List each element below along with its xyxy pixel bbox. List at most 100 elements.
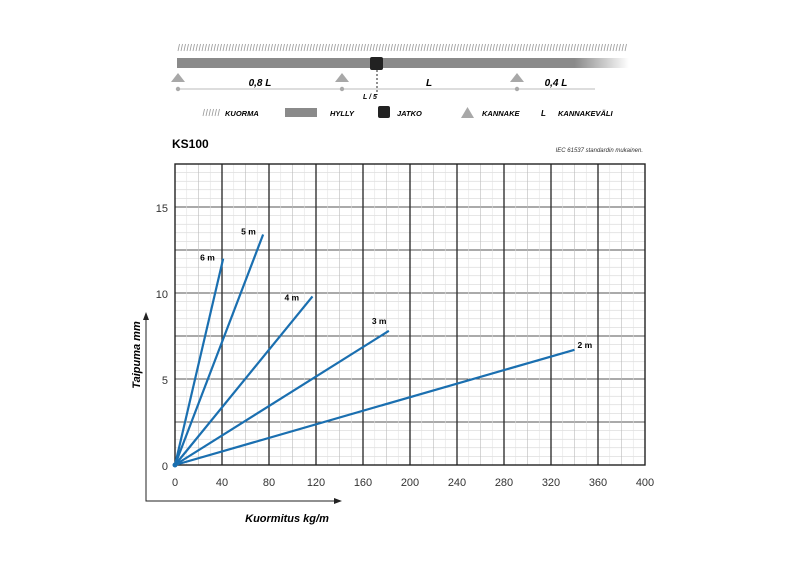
load-hatch-mark [204, 43, 207, 52]
legend-label: JATKO [397, 109, 422, 118]
load-hatch-mark [507, 43, 510, 52]
load-hatch-mark [501, 43, 504, 52]
load-hatch-mark [504, 43, 507, 52]
load-hatch-mark [318, 43, 321, 52]
span-node [175, 86, 181, 92]
series-line-6m [173, 258, 225, 466]
load-hatch-mark [321, 43, 324, 52]
x-tick-label: 160 [354, 477, 372, 489]
load-hatch-mark [282, 43, 285, 52]
load-hatch-mark [348, 43, 351, 52]
load-hatch-mark [573, 43, 576, 52]
load-hatch-mark [324, 43, 327, 52]
load-hatch-mark [546, 43, 549, 52]
shelf-bar [177, 58, 629, 68]
y-tick-label: 5 [162, 375, 168, 387]
origin-point [172, 462, 178, 468]
load-hatch-mark [522, 43, 525, 52]
shelf-bar-icon [285, 108, 317, 117]
load-hatch-mark [420, 43, 423, 52]
load-hatch-mark [264, 43, 267, 52]
load-hatch-mark [579, 43, 582, 52]
load-hatch-mark [606, 43, 609, 52]
load-hatch-mark [312, 43, 315, 52]
series-label: 6 m [200, 253, 215, 263]
load-hatch-mark [567, 43, 570, 52]
x-tick-label: 400 [636, 477, 654, 489]
load-hatch-mark [537, 43, 540, 52]
joint-square-icon [378, 106, 390, 118]
load-hatch-mark [408, 43, 411, 52]
load-hatch-mark [336, 43, 339, 52]
load-hatch-mark [525, 43, 528, 52]
load-hatch-mark [390, 43, 393, 52]
load-hatch-mark [270, 43, 273, 52]
x-arrow-icon [334, 498, 342, 504]
load-hatch-mark [495, 43, 498, 52]
load-hatch-mark [417, 43, 420, 52]
x-tick-label: 40 [216, 477, 228, 489]
load-hatch-mark [426, 43, 429, 52]
y-tick-label: 0 [162, 461, 168, 473]
load-hatch-mark [438, 43, 441, 52]
load-hatch-mark [333, 43, 336, 52]
load-hatch-mark [180, 43, 183, 52]
load-hatch-mark [597, 43, 600, 52]
joint-offset-label: L / 5 [363, 94, 377, 101]
load-hatch-mark [441, 43, 444, 52]
load-hatch-mark [360, 43, 363, 52]
load-hatch-mark [615, 43, 618, 52]
load-hatch-mark [480, 43, 483, 52]
load-hatch-mark [624, 43, 627, 52]
load-hatch-mark [231, 43, 234, 52]
load-hatch-mark [330, 43, 333, 52]
load-hatch-mark [474, 43, 477, 52]
load-hatch-icon [208, 108, 211, 117]
load-hatch-mark [315, 43, 318, 52]
load-hatch-mark [543, 43, 546, 52]
load-hatch-mark [498, 43, 501, 52]
load-hatch-mark [237, 43, 240, 52]
span-label: 0,4 L [545, 78, 568, 89]
load-hatch-mark [339, 43, 342, 52]
load-hatch-mark [240, 43, 243, 52]
series-line-2m [174, 348, 575, 467]
load-hatch-mark [510, 43, 513, 52]
load-hatch-mark [402, 43, 405, 52]
series-line-5m [173, 234, 265, 466]
load-hatch-mark [369, 43, 372, 52]
load-hatch-mark [594, 43, 597, 52]
load-hatch-mark [456, 43, 459, 52]
load-hatch-mark [243, 43, 246, 52]
load-hatch-mark [342, 43, 345, 52]
load-hatch-icon [205, 108, 208, 117]
axis-arrows [145, 319, 335, 502]
load-hatch-mark [258, 43, 261, 52]
load-hatch-mark [612, 43, 615, 52]
span-node [514, 86, 520, 92]
x-tick-label: 320 [542, 477, 560, 489]
load-hatch-mark [273, 43, 276, 52]
load-hatch-icon [214, 108, 217, 117]
load-hatch-mark [327, 43, 330, 52]
standard-note: IEC 61537 standardin mukainen. [556, 148, 643, 154]
load-hatch-mark [462, 43, 465, 52]
bracket-triangle-icon [171, 73, 185, 82]
load-hatch-mark [183, 43, 186, 52]
legend-label: KANNAKE [482, 109, 520, 118]
x-tick-label: 240 [448, 477, 466, 489]
load-hatch-mark [621, 43, 624, 52]
load-hatch-mark [366, 43, 369, 52]
span-symbol: L [541, 109, 546, 118]
load-hatch-mark [378, 43, 381, 52]
x-tick-label: 280 [495, 477, 513, 489]
load-hatch-mark [294, 43, 297, 52]
load-hatch-mark [450, 43, 453, 52]
load-hatch-mark [483, 43, 486, 52]
load-hatch-mark [297, 43, 300, 52]
load-hatch-mark [288, 43, 291, 52]
load-hatch-mark [201, 43, 204, 52]
load-hatch-mark [519, 43, 522, 52]
bracket-triangle-icon [335, 73, 349, 82]
plot-frame [174, 163, 646, 466]
